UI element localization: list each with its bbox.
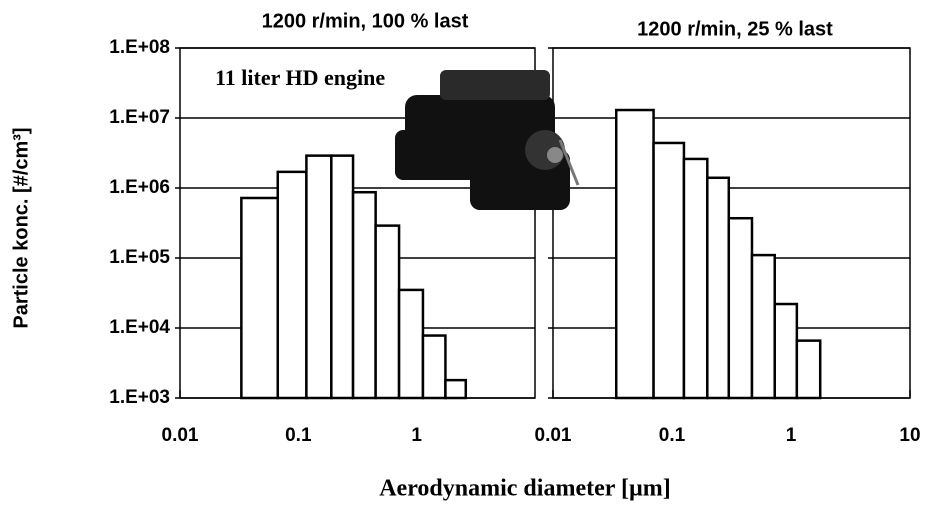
x-axis-label: Aerodynamic diameter [µm] (379, 476, 671, 502)
plot-frame (552, 47, 911, 399)
bar (795, 339, 822, 400)
bar (240, 196, 280, 400)
y-tick-label: 1.E+05 (109, 247, 170, 268)
panel-title: 1200 r/min, 100 % last (262, 10, 469, 32)
bar (305, 154, 333, 400)
x-tick-label: 0.01 (162, 425, 199, 446)
x-tick-label: 10 (899, 425, 920, 446)
bar (750, 253, 776, 400)
bar (652, 141, 686, 400)
annotation: 11 liter HD engine (215, 65, 385, 90)
bar (330, 154, 355, 400)
bar (397, 288, 425, 400)
bar (374, 224, 401, 400)
y-tick-label: 1.E+07 (109, 107, 170, 128)
x-tick-label: 1 (411, 425, 422, 446)
bar (614, 108, 655, 400)
bar (276, 170, 308, 400)
y-tick-label: 1.E+06 (109, 177, 170, 198)
x-tick-label: 0.1 (659, 425, 686, 446)
bar (706, 176, 731, 400)
x-tick-label: 0.1 (285, 425, 312, 446)
panel-title: 1200 r/min, 25 % last (637, 18, 833, 40)
engine-picture (395, 70, 580, 210)
x-tick-label: 1 (786, 425, 797, 446)
bar (444, 378, 468, 400)
y-tick-label: 1.E+03 (109, 387, 170, 408)
plot-frame (179, 47, 536, 399)
bar (351, 190, 377, 400)
y-tick-label: 1.E+08 (109, 37, 170, 58)
bar (682, 157, 709, 400)
bar (727, 216, 754, 400)
bar (421, 334, 447, 400)
y-axis-label: Particle konc. [#/cm³] (10, 127, 32, 328)
y-tick-label: 1.E+04 (109, 317, 170, 338)
x-tick-label: 0.01 (535, 425, 572, 446)
bar (773, 302, 799, 400)
